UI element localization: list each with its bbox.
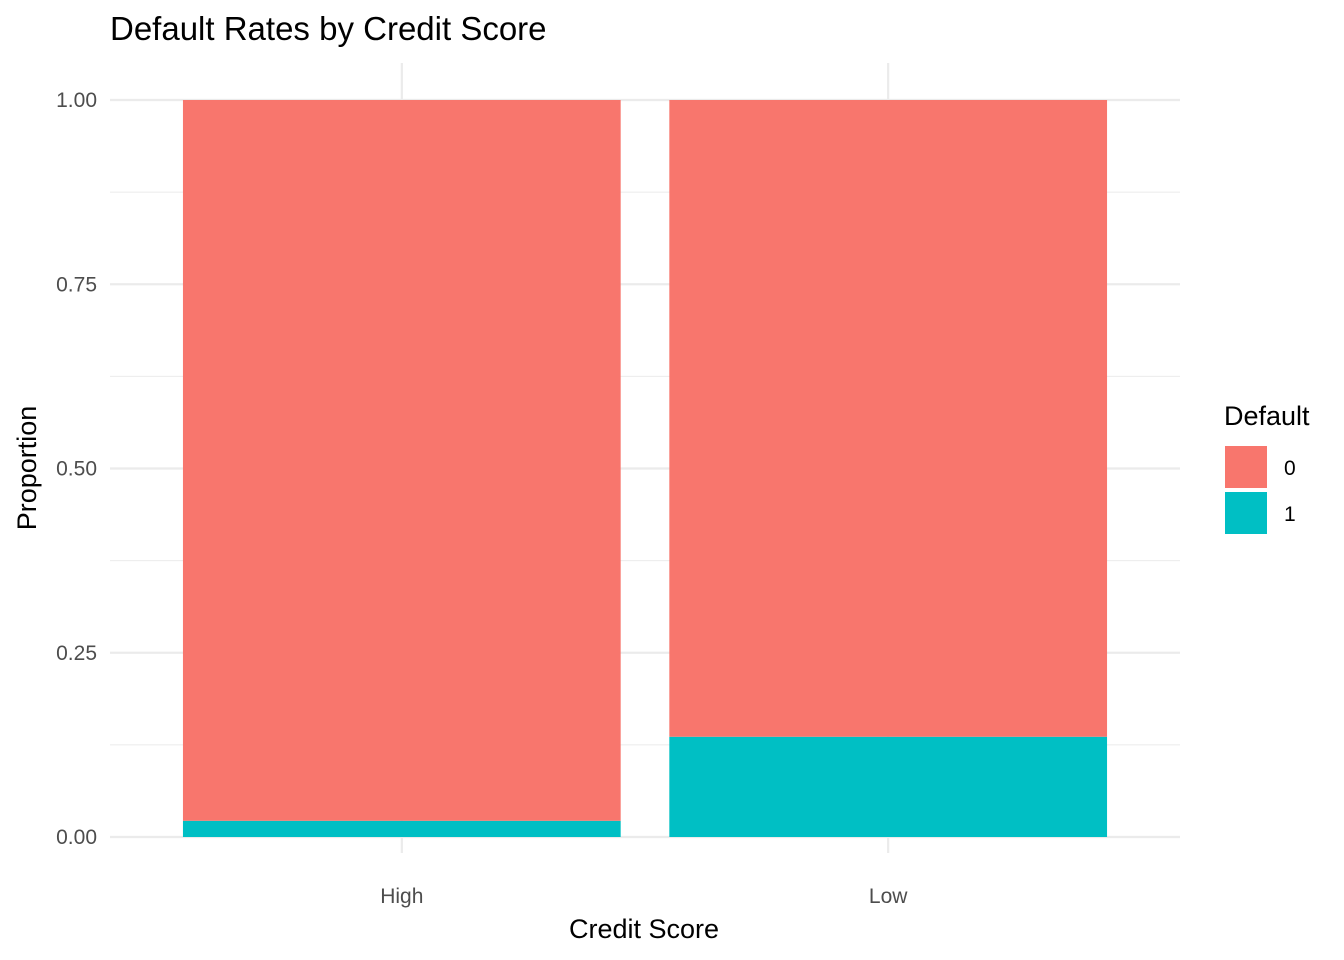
y-tick-label: 0.75	[56, 273, 97, 296]
x-tick-label: High	[380, 885, 423, 908]
x-tick-label: Low	[869, 885, 908, 908]
chart-title: Default Rates by Credit Score	[110, 10, 547, 47]
bar-low-default-0	[669, 100, 1108, 737]
y-tick-label: 1.00	[56, 89, 97, 112]
x-axis: High Low	[380, 885, 908, 908]
y-tick-label: 0.50	[56, 458, 97, 481]
bar-high-default-1	[182, 820, 621, 837]
x-axis-title: Credit Score	[569, 914, 719, 944]
bar-low-default-1	[669, 736, 1108, 837]
legend-label-1: 1	[1284, 503, 1296, 526]
legend: Default 0 1	[1224, 401, 1310, 534]
y-tick-label: 0.25	[56, 642, 97, 665]
y-axis: 0.00 0.25 0.50 0.75 1.00	[56, 89, 97, 849]
legend-label-0: 0	[1284, 457, 1296, 480]
legend-key-0	[1225, 446, 1267, 488]
bar-high-default-0	[182, 100, 621, 821]
legend-title: Default	[1224, 401, 1310, 431]
legend-key-1	[1225, 492, 1267, 534]
y-axis-title: Proportion	[12, 406, 42, 531]
y-tick-label: 0.00	[56, 826, 97, 849]
bars	[182, 100, 1108, 837]
